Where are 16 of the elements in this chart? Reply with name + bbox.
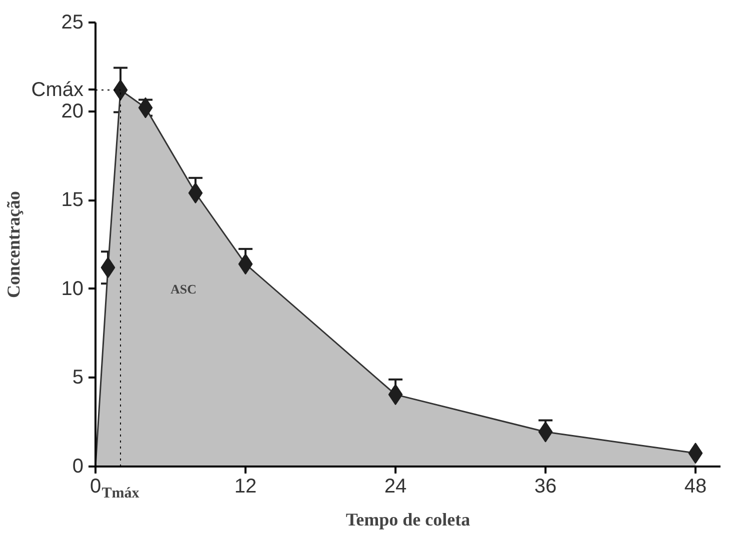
y-axis-title: Concentração: [3, 191, 24, 298]
ref-line-label: Cmáx: [31, 78, 84, 101]
y-tick-label: 25: [61, 12, 84, 34]
x-tick-label: 12: [234, 476, 257, 498]
y-tick-label: 0: [72, 456, 84, 478]
ref-line-label: Tmáx: [102, 486, 140, 502]
y-tick-label: 10: [61, 278, 84, 300]
x-tick-label: 48: [684, 476, 707, 498]
annotation: ASC: [170, 281, 197, 296]
x-tick-label: 0: [90, 476, 102, 498]
x-tick-label: 24: [384, 476, 407, 498]
x-tick-label: 36: [534, 476, 557, 498]
x-axis-title: Tempo de coleta: [346, 510, 470, 530]
y-tick-label: 20: [61, 100, 84, 122]
y-tick-label: 15: [61, 189, 84, 212]
y-tick-label: 5: [72, 366, 84, 389]
